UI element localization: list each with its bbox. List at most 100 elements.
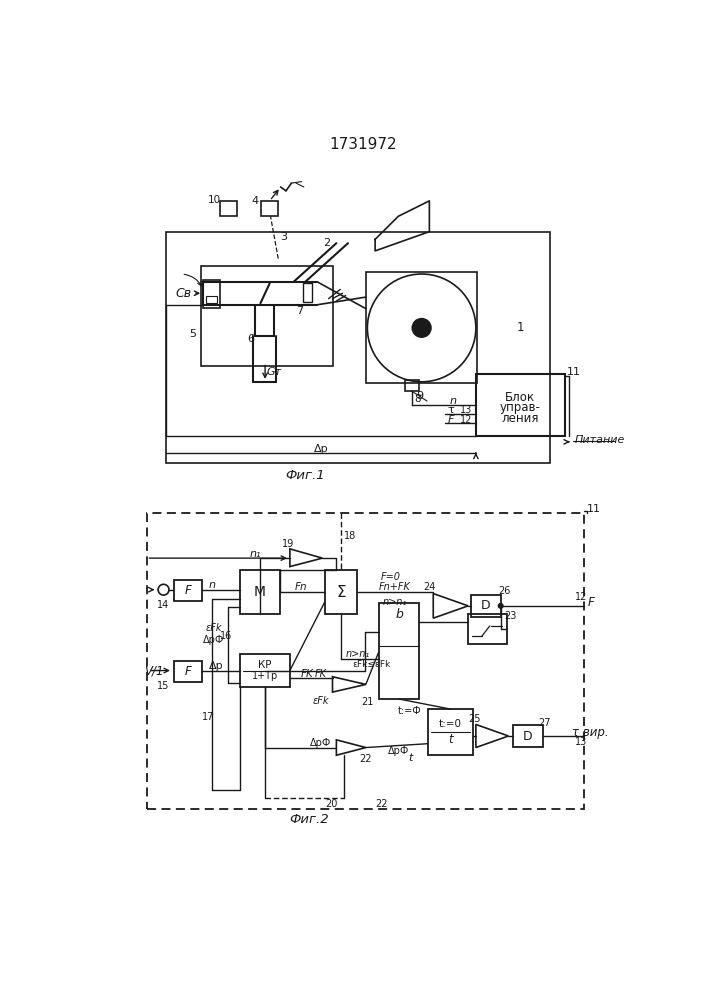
Bar [220,201,237,216]
Polygon shape [433,594,468,618]
Text: FK: FK [300,669,313,679]
Bar [428,709,473,755]
Text: Δр: Δр [209,661,223,671]
Text: F=0: F=0 [380,572,401,582]
Bar [261,201,279,216]
Text: εFk≤εFk: εFk≤εFk [352,660,390,669]
Text: 8: 8 [414,394,421,404]
Circle shape [412,319,431,337]
Bar [174,661,201,682]
Polygon shape [332,677,366,692]
Circle shape [498,604,503,608]
Text: 16: 16 [220,631,233,641]
Text: 5: 5 [189,329,197,339]
Text: n>n₁: n>n₁ [345,649,370,659]
Text: t: t [408,753,412,763]
Text: 23: 23 [505,611,517,621]
Text: Gт: Gт [267,367,282,377]
Text: 1+Тр: 1+Тр [252,671,278,681]
Text: 2: 2 [324,238,331,248]
Text: Св: Св [175,287,192,300]
Text: 19: 19 [282,539,294,549]
Bar [325,570,357,614]
Text: 25: 25 [468,714,481,724]
Text: F: F [185,665,191,678]
Text: 22: 22 [360,754,372,764]
Bar [240,654,290,687]
Bar [379,603,419,699]
Text: 13: 13 [460,405,472,415]
Text: 21: 21 [361,697,373,707]
Bar [404,380,419,391]
Bar [472,595,501,617]
Text: 12: 12 [575,592,588,602]
Text: упрaв-: упрaв- [500,401,540,414]
Text: n₁: n₁ [250,549,261,559]
Text: τ: τ [448,405,455,415]
Bar [468,614,507,644]
Text: b: b [395,608,403,621]
Bar [206,296,217,303]
Text: ления: ления [501,412,539,425]
Bar [303,283,312,302]
Text: n>n₁: n>n₁ [382,597,407,607]
Text: Fn: Fn [296,582,308,592]
Text: n: n [449,396,456,406]
Text: 14: 14 [157,600,169,610]
Text: Блок: Блок [505,391,535,404]
Text: V/1: V/1 [144,664,164,677]
Text: Фиг.1: Фиг.1 [286,469,325,482]
Bar [203,280,220,308]
Text: Fn+FK: Fn+FK [378,582,411,592]
Bar [166,232,549,463]
Text: t:=0: t:=0 [439,719,462,729]
Text: 27: 27 [539,718,551,728]
Text: 18: 18 [344,531,356,541]
Text: 6: 6 [247,334,255,344]
Text: 24: 24 [423,582,436,592]
Text: 12: 12 [460,415,472,425]
Text: 4: 4 [252,196,259,206]
Text: t: t [448,733,452,746]
Text: FK: FK [315,669,327,679]
Text: М: М [254,585,266,599]
Text: D: D [523,730,532,742]
Text: F: F [185,584,191,597]
Text: 11: 11 [587,504,601,514]
Text: 11: 11 [567,367,581,377]
Text: 17: 17 [202,712,215,722]
Text: εFk: εFk [312,696,329,706]
Text: Питание: Питание [574,435,625,445]
Text: 13: 13 [575,737,588,747]
Text: 26: 26 [498,586,510,596]
Text: 15: 15 [156,681,169,691]
Text: 20: 20 [325,799,337,809]
Polygon shape [337,740,366,755]
Text: ΔрФ: ΔрФ [387,746,409,756]
Text: Σ: Σ [337,585,346,600]
Polygon shape [476,724,508,748]
Text: F: F [588,596,594,609]
Text: D: D [481,599,491,612]
Text: ΔрФ: ΔрФ [310,738,332,748]
Bar [513,725,542,747]
Bar [476,374,565,436]
Bar [146,513,585,809]
Bar [174,580,201,601]
Text: 10: 10 [207,195,221,205]
Text: 7: 7 [296,306,303,316]
Text: τ вир.: τ вир. [572,726,609,739]
Bar [201,266,332,366]
Text: 9: 9 [416,391,423,401]
Bar [240,570,280,614]
Text: Δр: Δр [314,444,328,454]
Bar [366,272,477,383]
Text: 1731972: 1731972 [329,137,397,152]
Text: n: n [209,580,216,590]
Text: Фиг.2: Фиг.2 [289,813,329,826]
Polygon shape [290,549,322,567]
Text: 22: 22 [375,799,387,809]
Text: εFk: εFk [206,623,222,633]
Text: КР: КР [258,660,271,670]
Text: t:=Ф: t:=Ф [398,706,422,716]
